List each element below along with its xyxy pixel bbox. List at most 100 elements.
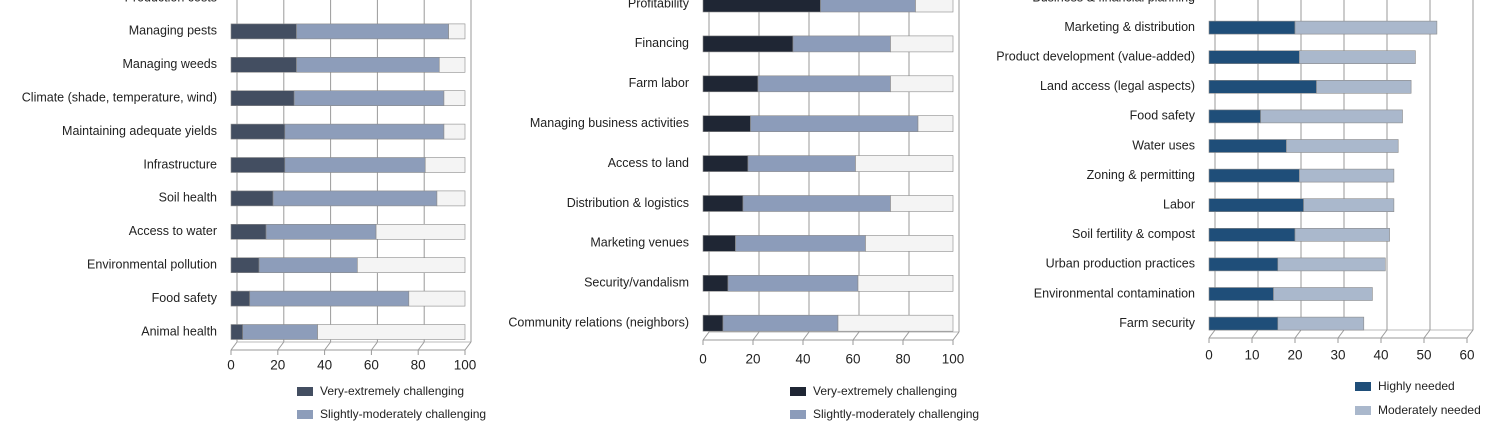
bar-segment: [317, 324, 466, 340]
x-tick-label: 80: [895, 352, 910, 367]
x-tick-label: 100: [454, 358, 477, 373]
grid-line: [702, 331, 710, 341]
legend-label: Moderately needed: [1378, 403, 1481, 417]
category-label: Environmental contamination: [1034, 286, 1195, 300]
bar-segment: [1273, 287, 1373, 301]
category-label: Marketing & distribution: [1064, 20, 1195, 34]
category-label: Access to land: [608, 156, 689, 170]
category-label: Managing weeds: [122, 57, 217, 71]
bar-segment: [230, 157, 286, 173]
bar-segment: [230, 324, 243, 340]
bar-segment: [265, 224, 377, 240]
bar-segment: [443, 90, 466, 106]
category-label: Production costs: [125, 0, 217, 4]
bar-segment: [727, 274, 859, 292]
bar-segment: [820, 0, 916, 13]
x-tick-label: 10: [1244, 348, 1259, 363]
bar-segment: [375, 224, 466, 240]
bar-segment: [1208, 50, 1300, 65]
category-label: Infrastructure: [143, 157, 217, 171]
bar-segment: [702, 235, 736, 252]
category-label: Community relations (neighbors): [508, 315, 689, 329]
bar-segment: [702, 0, 821, 13]
grid-line: [1466, 329, 1474, 339]
bar-segment: [293, 90, 445, 106]
category-label: Environmental pollution: [87, 257, 217, 271]
legend-label: Slightly-moderately challenging: [813, 407, 979, 421]
bar-segment: [735, 235, 866, 252]
bar-segment: [443, 123, 466, 140]
bar-segment: [436, 190, 466, 207]
category-label: Access to water: [129, 224, 217, 238]
bar-segment: [890, 195, 954, 212]
bar-segment: [242, 324, 318, 340]
legend-label: Slightly-moderately challenging: [320, 407, 486, 421]
category-label: Profitability: [628, 0, 690, 10]
bar-segment: [424, 157, 466, 173]
bar-segment: [1208, 198, 1304, 212]
category-label: Soil health: [159, 191, 217, 205]
category-label: Farm labor: [629, 76, 689, 90]
grid-line: [1294, 329, 1302, 339]
category-label: Farm security: [1119, 316, 1195, 330]
bar-segment: [296, 56, 440, 73]
bar-segment: [249, 290, 410, 307]
bar-segment: [357, 257, 466, 274]
x-tick-label: 100: [942, 352, 965, 367]
category-label: Labor: [1163, 197, 1195, 211]
grid-line: [1380, 329, 1388, 339]
category-label: Managing business activities: [530, 116, 689, 130]
bar-segment: [1277, 316, 1365, 331]
bar-segment: [1208, 228, 1296, 242]
bar-segment: [230, 290, 251, 307]
legend-swatch: [297, 387, 313, 396]
bar-segment: [890, 75, 954, 93]
bar-segment: [408, 290, 466, 307]
bar-segment: [448, 23, 466, 40]
grid-line: [902, 331, 910, 341]
category-label: Managing pests: [129, 24, 217, 38]
category-label: Security/vandalism: [584, 276, 689, 290]
category-label: Land access (legal aspects): [1040, 79, 1195, 93]
bar-segment: [1208, 109, 1261, 124]
category-label: Zoning & permitting: [1087, 168, 1195, 182]
bar-segment: [865, 235, 954, 252]
category-label: Animal health: [141, 324, 217, 338]
bar-segment: [917, 115, 954, 132]
bar-segment: [1299, 168, 1395, 183]
legend-swatch: [790, 387, 806, 396]
bar-segment: [757, 75, 891, 93]
x-tick-label: 60: [1459, 348, 1474, 363]
x-tick-label: 60: [364, 358, 379, 373]
x-tick-label: 20: [1287, 348, 1302, 363]
legend-swatch: [1355, 406, 1371, 415]
x-tick-label: 40: [795, 352, 810, 367]
legend-label: Very-extremely challenging: [813, 384, 957, 398]
bar-segment: [230, 23, 297, 40]
bar-segment: [272, 190, 438, 207]
category-label: Distribution & logistics: [567, 196, 689, 210]
x-tick-label: 40: [317, 358, 332, 373]
bar-segment: [1208, 139, 1287, 153]
legend-swatch: [790, 410, 806, 419]
bar-segment: [284, 123, 445, 140]
category-label: Soil fertility & compost: [1072, 227, 1195, 241]
bar-segment: [1299, 50, 1416, 65]
bar-segment: [1208, 80, 1317, 94]
legend-label: Very-extremely challenging: [320, 384, 464, 398]
category-label: Business & financial planning: [1032, 0, 1195, 4]
bar-segment: [855, 155, 954, 172]
legend-swatch: [297, 410, 313, 419]
category-label: Marketing venues: [590, 236, 689, 250]
bar-segment: [702, 155, 749, 172]
x-tick-label: 80: [411, 358, 426, 373]
grid-line: [230, 341, 238, 351]
category-label: Maintaining adequate yields: [62, 124, 217, 138]
bar-segment: [747, 155, 856, 172]
grid-line: [1337, 329, 1345, 339]
x-tick-label: 60: [845, 352, 860, 367]
bar-segment: [857, 274, 954, 292]
bar-segment: [284, 157, 426, 173]
